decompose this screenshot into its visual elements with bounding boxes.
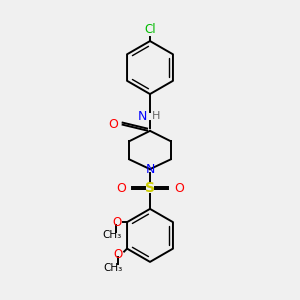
Text: O: O — [174, 182, 184, 195]
Text: O: O — [112, 216, 121, 229]
Text: CH₃: CH₃ — [102, 230, 121, 240]
Text: O: O — [113, 248, 123, 261]
Text: H: H — [152, 111, 160, 121]
Text: CH₃: CH₃ — [103, 263, 123, 273]
Text: O: O — [116, 182, 126, 195]
Text: Cl: Cl — [144, 23, 156, 36]
Text: S: S — [145, 181, 155, 195]
Text: N: N — [145, 163, 155, 176]
Text: O: O — [108, 118, 118, 131]
Text: N: N — [138, 110, 147, 123]
